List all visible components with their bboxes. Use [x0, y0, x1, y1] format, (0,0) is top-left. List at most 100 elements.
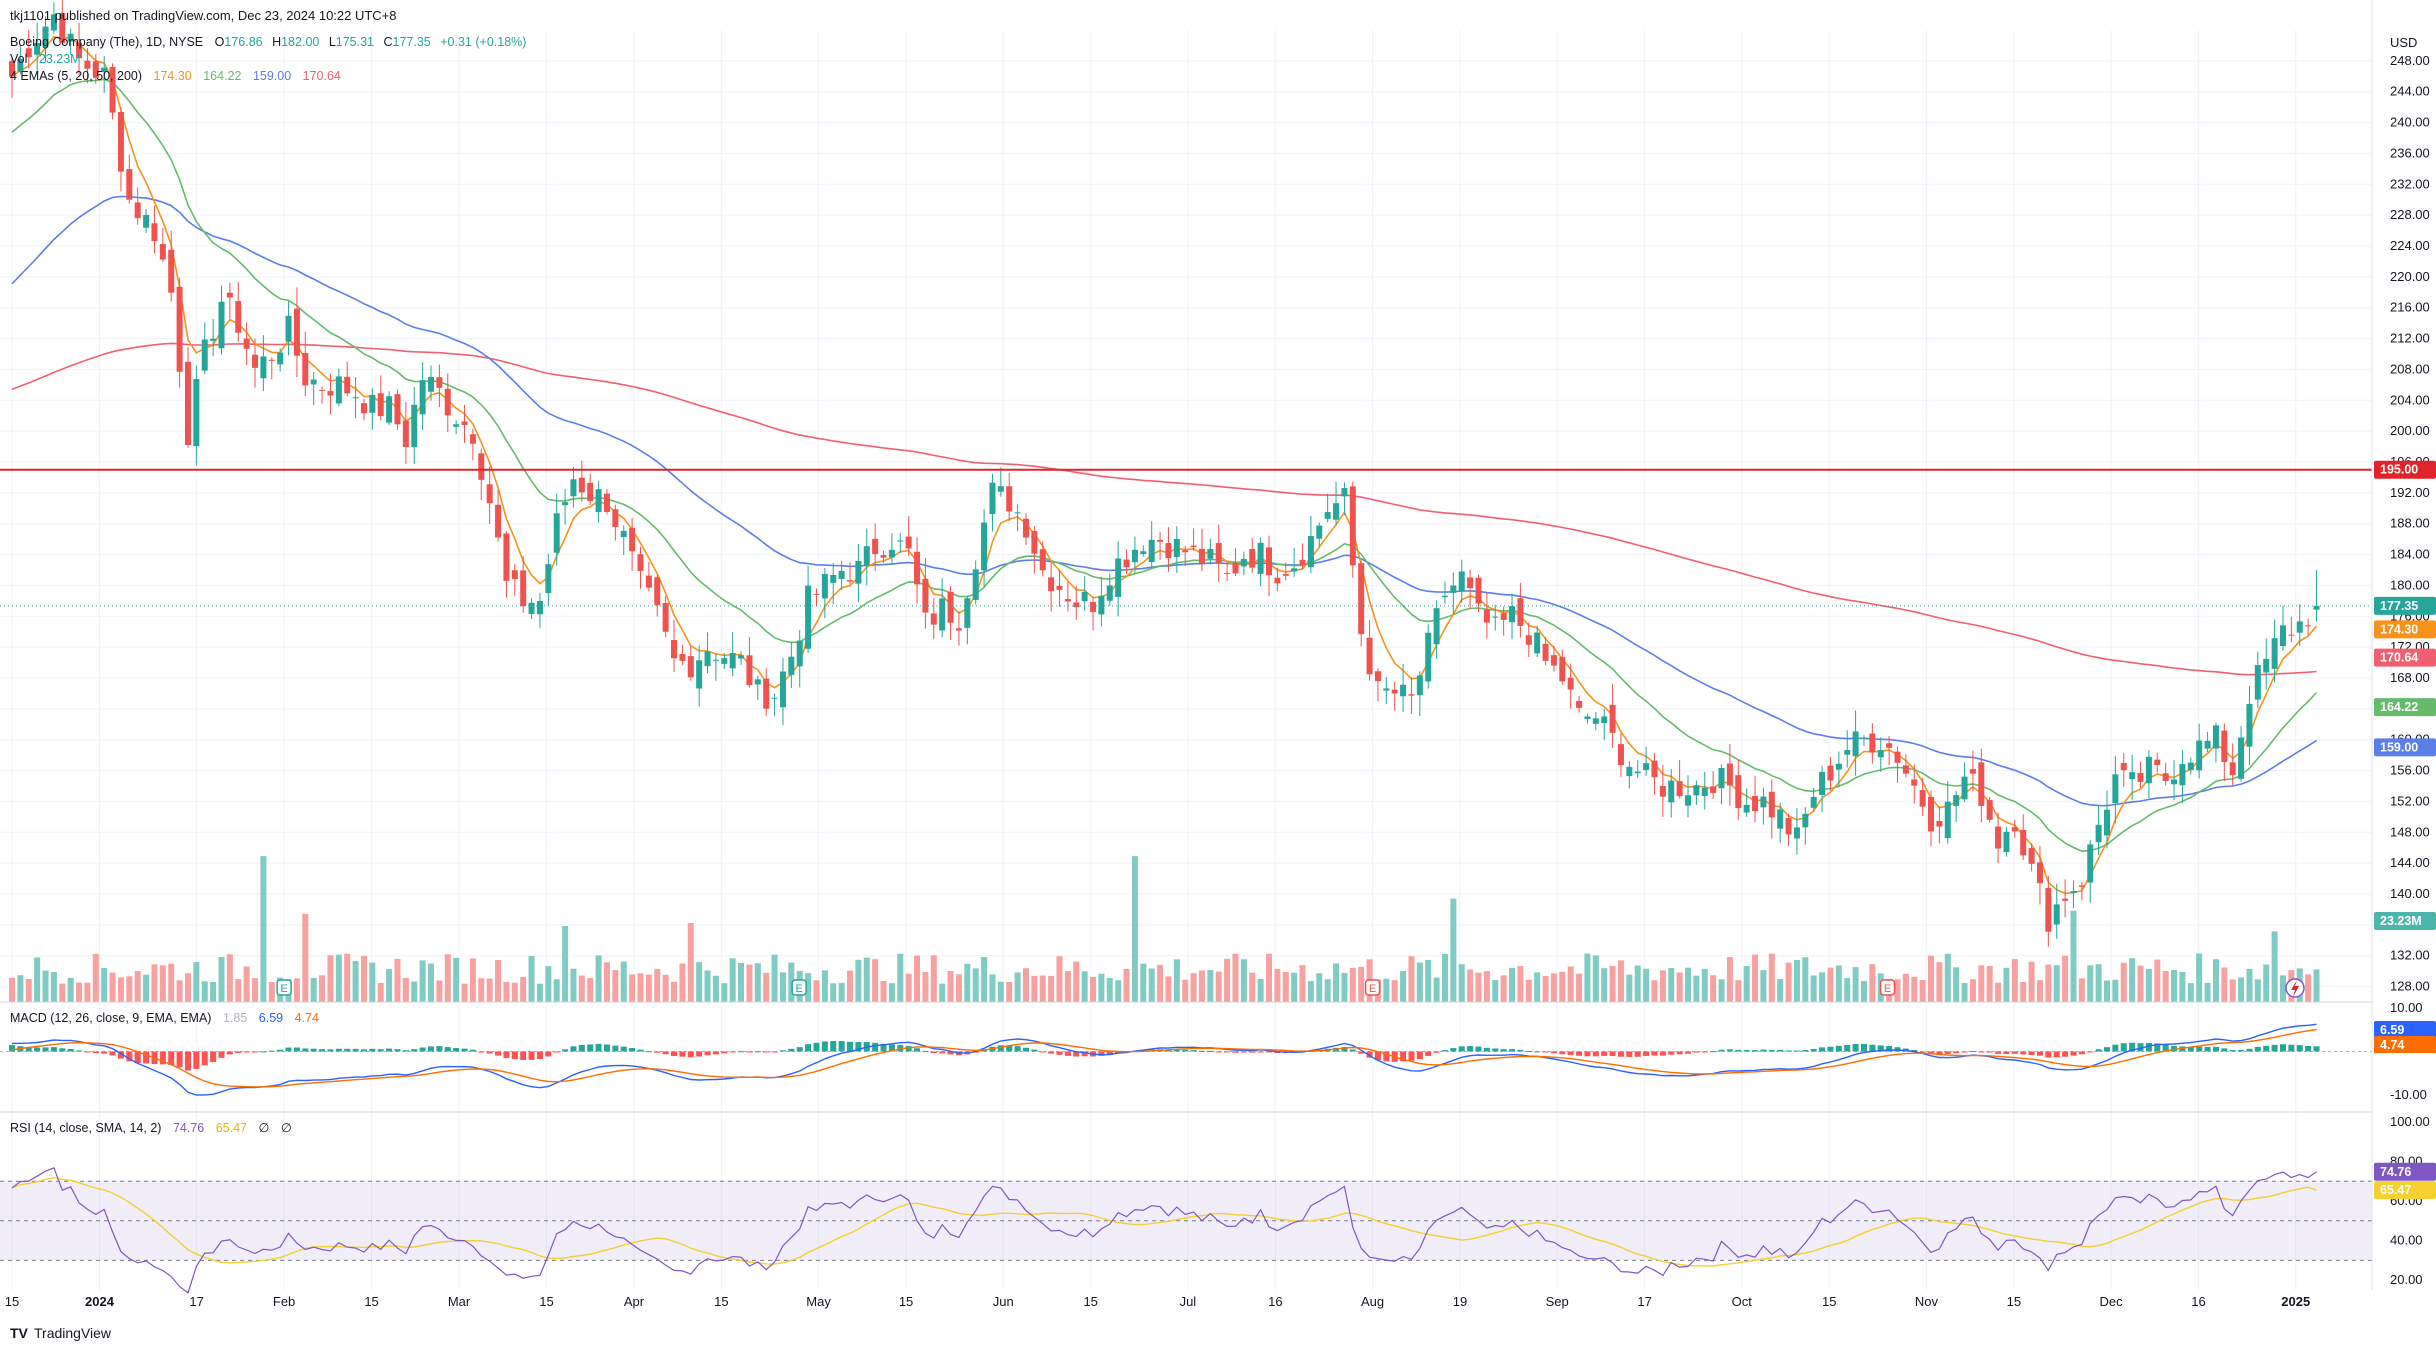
candle-body — [880, 555, 887, 558]
macd-hist-bar — [771, 1051, 778, 1053]
macd-hist-bar — [2137, 1043, 2144, 1052]
macd-hist-bar — [1341, 1047, 1348, 1052]
volume-bar — [1735, 980, 1742, 1002]
macd-hist-bar — [1919, 1051, 1926, 1053]
volume-bar — [293, 978, 300, 1002]
volume-bar — [805, 973, 812, 1002]
volume-bar — [2045, 964, 2052, 1002]
candle-body — [1106, 585, 1113, 601]
price-tag-170.64-bg — [2374, 648, 2436, 667]
candle-body — [1148, 539, 1155, 563]
ema-legend[interactable]: 4 EMAs (5, 20, 50, 200) 174.30 164.22 15… — [10, 69, 341, 83]
candle-body — [2070, 891, 2077, 894]
candle-body — [1886, 743, 1893, 748]
macd-legend[interactable]: MACD (12, 26, close, 9, EMA, EMA) 1.85 6… — [10, 1011, 319, 1025]
volume-bar — [1827, 967, 1834, 1002]
symbol-legend[interactable]: Boeing Company (The), 1D, NYSE O176.86 H… — [10, 35, 526, 49]
volume-bar — [553, 979, 560, 1002]
volume-bar — [319, 975, 326, 1002]
volume-bar — [637, 973, 644, 1002]
volume-bar — [1274, 968, 1281, 1002]
candle-body — [645, 575, 652, 588]
macd-hist-bar — [2104, 1047, 2110, 1052]
rsi-line — [11, 1167, 2317, 1294]
candle-body — [293, 308, 300, 356]
candle-body — [469, 434, 476, 444]
candle-body — [1592, 718, 1599, 724]
volume-bar — [2187, 983, 2194, 1002]
macd-hist-bar — [1182, 1049, 1189, 1052]
macd-hist-bar — [394, 1049, 401, 1052]
candle-body — [1752, 795, 1759, 812]
candle-body — [520, 570, 527, 607]
candlesticks[interactable] — [9, 0, 2320, 947]
volume-bar — [536, 983, 543, 1002]
candle-body — [1793, 827, 1800, 839]
candle-body — [1441, 595, 1448, 598]
volume-bar — [1299, 965, 1306, 1002]
volume-bar — [2221, 967, 2228, 1002]
volume-bar — [1743, 965, 1750, 1002]
candle-body — [1936, 821, 1943, 827]
macd-hist-bar — [587, 1044, 594, 1052]
resistance-line[interactable] — [0, 468, 2372, 607]
macd-hist-bar — [1358, 1051, 1365, 1054]
rsi-legend[interactable]: RSI (14, close, SMA, 14, 2) 74.76 65.47 … — [10, 1121, 292, 1135]
candle-body — [134, 202, 141, 219]
volume-bar — [210, 981, 217, 1002]
macd-hist-bar — [687, 1051, 694, 1058]
macd-hist-bar — [2145, 1042, 2152, 1052]
candle-body — [1207, 549, 1214, 559]
candle-body — [2036, 862, 2043, 884]
candle-body — [2238, 737, 2245, 779]
candle-body — [1064, 599, 1071, 602]
volume-bar — [2162, 970, 2169, 1002]
price-tick-label: 216.00 — [2390, 300, 2430, 315]
volume-bar — [377, 982, 384, 1002]
tradingview-logo[interactable]: TV TradingView — [10, 1325, 112, 1341]
macd-hist-bar — [1953, 1051, 1960, 1054]
candle-body — [863, 546, 870, 566]
macd-hist-bar — [1693, 1051, 1700, 1053]
candle-body — [1643, 763, 1650, 771]
volume-bar — [2171, 970, 2178, 1002]
volume-bar — [1978, 965, 1985, 1002]
candle-body — [545, 564, 552, 594]
lightning-icon[interactable] — [2285, 978, 2305, 998]
candle-body — [394, 394, 401, 425]
candle-body — [1685, 795, 1691, 806]
candle-body — [1090, 601, 1097, 613]
candle-body — [2221, 730, 2228, 763]
candle-body — [335, 376, 342, 404]
macd-hist-bar — [1685, 1051, 1691, 1054]
time-tick-label: 15 — [364, 1294, 378, 1309]
macd-signal-tag-bg — [2374, 1036, 2436, 1054]
candle-body — [419, 380, 426, 415]
macd-hist-bar — [729, 1051, 736, 1053]
time-tick-label: Dec — [2100, 1294, 2124, 1309]
rsi-empty-2: ∅ — [281, 1121, 292, 1135]
price-tags: 177.35 174.30 170.64 164.22 159.00 195.00 23.2… — [2374, 460, 2436, 1200]
volume-bar — [629, 974, 636, 1002]
price-tick-label: 212.00 — [2390, 331, 2430, 346]
macd-hist-bar — [76, 1050, 83, 1052]
volume-bar — [930, 955, 937, 1002]
time-axis[interactable]: 15 2024 17 Feb 15 Mar 15 Apr 15 May 15 Jun 15 Jul 16 Au… — [5, 1294, 2310, 1309]
macd-hist-bar — [302, 1048, 309, 1052]
volume-legend[interactable]: Vol 23.23M — [10, 52, 81, 66]
price-tag-159.00-bg — [2374, 738, 2436, 757]
candle-body — [2212, 725, 2219, 749]
candle-body — [1299, 559, 1306, 566]
currency-label[interactable]: USD — [2390, 35, 2417, 50]
candle-body — [847, 580, 853, 582]
macd-tick-label: 10.00 — [2390, 1000, 2423, 1015]
price-tick-label: 200.00 — [2390, 423, 2430, 438]
macd-hist-bar — [754, 1051, 761, 1053]
macd-hist-bar — [1668, 1051, 1675, 1055]
candle-body — [285, 315, 292, 342]
rsi-tag: 74.76 — [2380, 1165, 2411, 1179]
candle-body — [654, 577, 661, 606]
macd-hist-bar — [1835, 1045, 1842, 1052]
